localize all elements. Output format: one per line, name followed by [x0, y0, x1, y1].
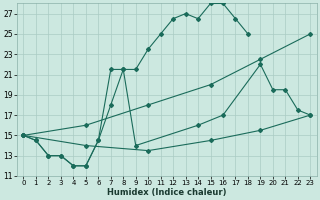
X-axis label: Humidex (Indice chaleur): Humidex (Indice chaleur)	[107, 188, 227, 197]
